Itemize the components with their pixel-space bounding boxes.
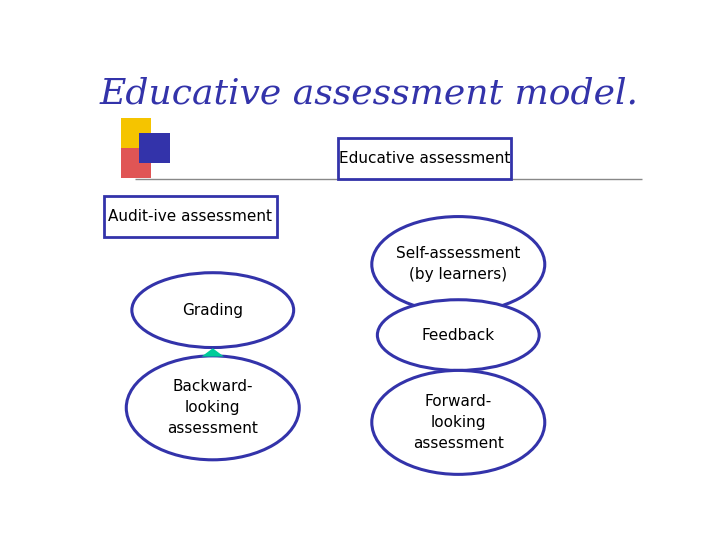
Text: Grading: Grading (182, 302, 243, 318)
Text: Educative assessment model.: Educative assessment model. (99, 77, 639, 111)
Text: Forward-
looking
assessment: Forward- looking assessment (413, 394, 504, 451)
FancyBboxPatch shape (139, 133, 170, 163)
FancyBboxPatch shape (104, 196, 277, 238)
Ellipse shape (372, 370, 545, 474)
FancyBboxPatch shape (121, 118, 151, 148)
Text: Backward-
looking
assessment: Backward- looking assessment (167, 379, 258, 436)
Text: Educative assessment: Educative assessment (339, 151, 510, 166)
FancyBboxPatch shape (338, 138, 511, 179)
Ellipse shape (132, 273, 294, 348)
Text: Audit-ive assessment: Audit-ive assessment (109, 209, 272, 224)
Ellipse shape (126, 356, 300, 460)
FancyBboxPatch shape (121, 148, 151, 178)
Text: Self-assessment
(by learners): Self-assessment (by learners) (396, 246, 521, 282)
Ellipse shape (372, 217, 545, 312)
Text: Feedback: Feedback (422, 328, 495, 342)
Ellipse shape (377, 300, 539, 370)
